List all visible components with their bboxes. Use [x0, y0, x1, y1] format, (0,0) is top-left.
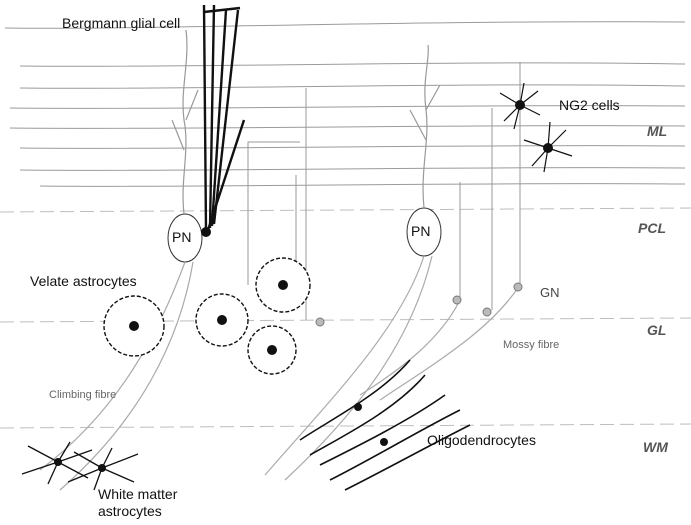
wm-astrocytes	[21, 441, 139, 491]
label-pn-right: PN	[411, 223, 431, 239]
ng2-cells	[499, 82, 573, 173]
purkinje-dendrites	[171, 29, 441, 215]
granule-neurons	[315, 282, 523, 327]
label-mossy-fibre: Mossy fibre	[503, 339, 560, 351]
label-astrocytes: astrocytes	[98, 503, 162, 519]
bergmann-glia	[202, 4, 246, 231]
layer-label-wm: WM	[643, 439, 668, 455]
bergmann-soma	[201, 227, 211, 237]
pn-axons	[39, 255, 521, 491]
label-white-matter: White matter	[98, 486, 178, 502]
label-velate-astrocytes: Velate astrocytes	[30, 273, 137, 289]
layer-boundaries	[0, 207, 691, 429]
layer-label-pcl: PCL	[638, 220, 666, 236]
layer-label-ml: ML	[647, 123, 668, 139]
granule-axons	[247, 62, 521, 320]
purkinje-somata	[167, 207, 442, 263]
label-oligodendrocytes: Oligodendrocytes	[427, 432, 536, 448]
label-bergmann-glial-cell: Bergmann glial cell	[62, 15, 181, 31]
label-climbing-fibre: Climbing fibre	[49, 389, 117, 401]
label-ng2-cells: NG2 cells	[559, 97, 620, 113]
parallel-fibres	[4, 21, 686, 187]
label-gn: GN	[540, 285, 560, 300]
label-pn-left: PN	[172, 229, 192, 245]
layer-label-gl: GL	[647, 322, 667, 338]
